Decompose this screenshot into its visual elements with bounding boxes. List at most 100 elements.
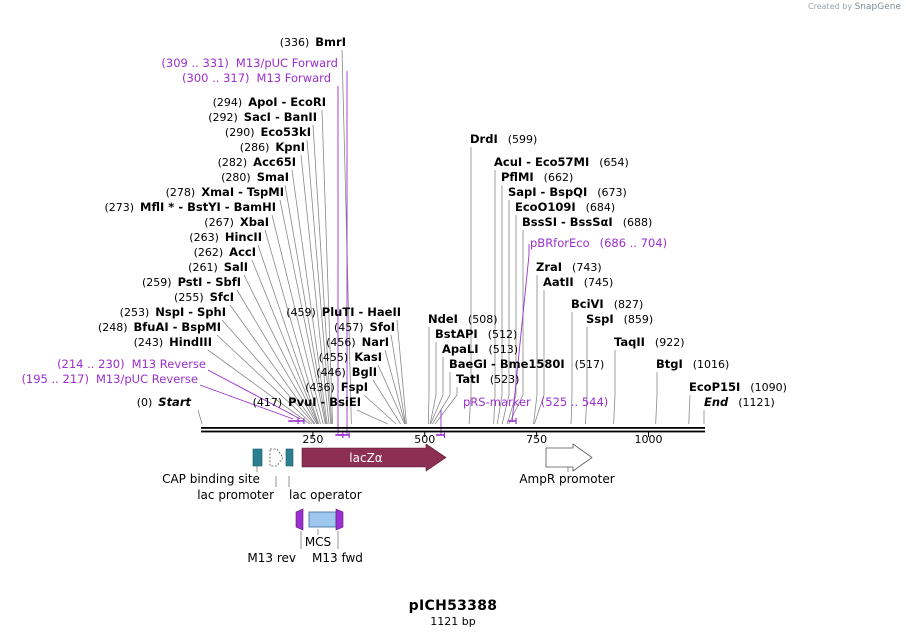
mcs-box[interactable] (308, 511, 337, 528)
site-fspi[interactable]: (436) FspI (305, 380, 368, 394)
site-line-sfci (229, 304, 316, 425)
site-position: (688) (623, 216, 653, 229)
ampr-promoter-arrow[interactable] (545, 443, 593, 472)
site-bfuai-bspmi[interactable]: (248) BfuAI - BspMI (98, 320, 221, 334)
site-name: ApaLI (442, 342, 479, 356)
site-sfci[interactable]: (255) SfcI (174, 290, 234, 304)
site-nari[interactable]: (456) NarI (326, 335, 389, 349)
site-name: NarI (362, 335, 389, 349)
m13-fwd-arrow[interactable] (335, 508, 344, 531)
site-name: KpnI (275, 140, 305, 154)
site-line-acc65i (291, 169, 328, 425)
site-position: (455) (319, 351, 349, 364)
site-eco53ki[interactable]: (290) Eco53kI (225, 125, 311, 139)
cap-binding-site-box[interactable] (252, 448, 263, 467)
site-name: BtgI (656, 357, 683, 371)
site-tati[interactable]: TatI (523) (456, 372, 519, 386)
site-start[interactable]: (0) Start (137, 395, 192, 409)
site-bcivi[interactable]: BciVI (827) (571, 297, 643, 311)
site-psti-sbfi[interactable]: (259) PstI - SbfI (142, 275, 241, 289)
site-position: (508) (468, 313, 498, 326)
site-kpni[interactable]: (286) KpnI (240, 140, 305, 154)
primer-m13-puc-reverse[interactable]: (195 .. 217) M13/pUC Reverse (21, 372, 198, 386)
primer-m13-puc-forward[interactable]: (309 .. 331) M13/pUC Forward (161, 56, 338, 70)
site-acui-eco57mi[interactable]: AcuI - Eco57MI (654) (494, 155, 629, 169)
site-plutI-haeii[interactable]: (459) PluTI - HaeII (286, 305, 401, 319)
site-line-kasi (377, 364, 405, 425)
site-apoi-ecori[interactable]: (294) ApoI - EcoRI (213, 95, 326, 109)
site-position: (513) (488, 343, 518, 356)
site-drdi[interactable]: DrdI (599) (470, 132, 537, 146)
site-ndei[interactable]: NdeI (508) (428, 312, 498, 326)
site-pflmi[interactable]: PflMI (662) (501, 170, 573, 184)
site-bgli[interactable]: (446) BglI (316, 365, 377, 379)
site-position: (294) (213, 96, 243, 109)
site-end[interactable]: End (1121) (704, 395, 775, 409)
mcs-label: MCS (305, 535, 331, 549)
site-position: (0) (137, 396, 153, 409)
site-line-zrai (533, 275, 538, 425)
site-baegi-bme1580i[interactable]: BaeGI - Bme1580I (517) (449, 357, 604, 371)
site-position: (827) (614, 298, 644, 311)
site-name: ZraI (536, 260, 562, 274)
site-line-aatii (534, 290, 545, 425)
site-sali[interactable]: (261) SalI (188, 260, 248, 274)
site-name: ApoI - EcoRI (248, 95, 326, 109)
site-name: AcuI - Eco57MI (494, 155, 589, 169)
feature-track: lacZα CAP binding site lac promoter lac … (162, 443, 615, 565)
primer-m13-forward[interactable]: (300 .. 317) M13 Forward (182, 71, 331, 85)
site-hincii[interactable]: (263) HincII (189, 230, 262, 244)
primer-prs-marker[interactable]: pRS-marker (525 .. 544) (463, 395, 608, 409)
site-xbai[interactable]: (267) XbaI (204, 215, 269, 229)
site-position: (290) (225, 126, 255, 139)
site-name: TaqII (614, 335, 645, 349)
site-sapi-bspqi[interactable]: SapI - BspQI (673) (508, 185, 627, 199)
site-name: DrdI (470, 132, 498, 146)
site-kasi[interactable]: (455) KasI (319, 350, 382, 364)
site-line-tati (434, 387, 458, 425)
site-sspi[interactable]: SspI (859) (586, 312, 653, 326)
site-apali[interactable]: ApaLI (513) (442, 342, 518, 356)
site-line-nari (384, 349, 406, 425)
primer-m13-reverse[interactable]: (214 .. 230) M13 Reverse (57, 357, 206, 371)
primer-name: M13 Reverse (132, 357, 206, 371)
m13-rev-arrow[interactable] (295, 508, 304, 531)
site-name: Start (158, 395, 191, 409)
site-line-xbai (264, 229, 321, 425)
site-nspi-sphi[interactable]: (253) NspI - SphI (120, 305, 226, 319)
site-xmai-tspmi[interactable]: (278) XmaI - TspMI (166, 185, 284, 199)
lacza-arrow[interactable] (301, 443, 447, 472)
site-zrai[interactable]: ZraI (743) (536, 260, 602, 274)
site-position: (512) (488, 328, 518, 341)
site-bmri[interactable]: (336) BmrI (280, 35, 346, 49)
site-name: NspI - SphI (155, 305, 226, 319)
site-position: (282) (218, 156, 248, 169)
primer-name: M13 Forward (257, 71, 331, 85)
site-bstapi[interactable]: BstAPI (512) (435, 327, 517, 341)
site-mfli-bstyi-bamhi[interactable]: (273) MflI * - BstYI - BamHI (104, 200, 276, 214)
site-pvui-bsiei[interactable]: (417) PvuI - BsiEI (253, 395, 361, 409)
site-acci[interactable]: (262) AccI (194, 245, 256, 259)
site-name: HincII (225, 230, 262, 244)
site-position: (517) (575, 358, 605, 371)
site-eco0109i[interactable]: EcoO109I (684) (515, 200, 615, 214)
site-smai[interactable]: (280) SmaI (221, 170, 289, 184)
site-position: (684) (586, 201, 616, 214)
site-hindiii[interactable]: (243) HindIII (134, 335, 212, 349)
site-ecop15i[interactable]: EcoP15I (1090) (689, 380, 787, 394)
site-aatii[interactable]: AatII (745) (543, 275, 613, 289)
primer-pbrforeco[interactable]: pBRforEco (686 .. 704) (530, 236, 667, 250)
site-position: (662) (544, 171, 574, 184)
map-title-block: pICH53388 1121 bp (0, 598, 906, 628)
site-taqii[interactable]: TaqII (922) (614, 335, 685, 349)
site-acc65i[interactable]: (282) Acc65I (218, 155, 296, 169)
site-name: BssSI - BssSαI (522, 215, 613, 229)
site-saci-banii[interactable]: (292) SacI - BanII (208, 110, 317, 124)
lac-promoter-arrow[interactable] (269, 448, 284, 467)
site-sfoi[interactable]: (457) SfoI (334, 320, 395, 334)
site-btgi[interactable]: BtgI (1016) (656, 357, 729, 371)
lac-operator-box[interactable] (285, 448, 294, 467)
site-line-eco53ki (306, 139, 332, 425)
site-bsssi-bsssai[interactable]: BssSI - BssSαI (688) (522, 215, 652, 229)
tick-label-500: 500 (414, 433, 435, 446)
